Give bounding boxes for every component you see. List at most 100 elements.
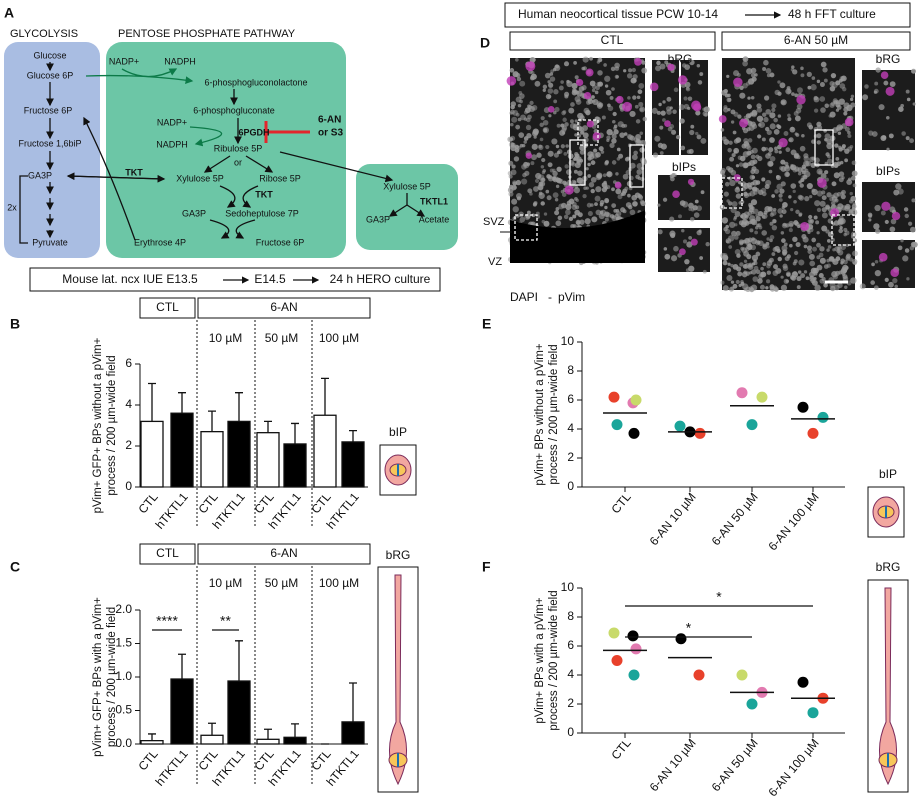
micrograph xyxy=(862,70,915,150)
nucleus xyxy=(740,213,747,220)
nucleus xyxy=(631,67,636,73)
nucleus xyxy=(819,96,826,102)
nucleus xyxy=(794,93,799,98)
nucleus xyxy=(816,121,822,127)
nucleus xyxy=(803,244,808,249)
nucleus xyxy=(830,285,836,292)
nucleus xyxy=(556,166,562,172)
error-bar xyxy=(349,429,357,442)
nucleus xyxy=(808,214,813,220)
inset-label: bIPs xyxy=(672,160,696,174)
nucleus xyxy=(723,138,730,145)
zone-label: VZ xyxy=(488,256,502,268)
nucleus xyxy=(726,74,730,78)
nucleus xyxy=(540,165,545,169)
nucleus xyxy=(526,162,531,167)
bar xyxy=(313,414,337,488)
nucleus xyxy=(616,147,621,152)
micrograph xyxy=(658,175,710,220)
nucleus xyxy=(767,151,772,156)
diagram-text: Fructose 6P xyxy=(256,237,305,247)
nucleus xyxy=(528,105,535,112)
pvim-cell xyxy=(796,95,806,105)
diagram-text: Pyruvate xyxy=(32,237,68,247)
nucleus xyxy=(736,253,741,258)
nucleus xyxy=(622,188,628,194)
nucleus xyxy=(826,238,831,243)
nucleus xyxy=(687,106,691,110)
inset-label: bIPs xyxy=(876,164,900,178)
nucleus xyxy=(874,204,881,212)
nucleus xyxy=(679,200,686,206)
nucleus xyxy=(874,285,879,291)
dot xyxy=(630,394,642,406)
nucleus xyxy=(639,131,644,135)
x-tick-label: 6-AN 10 µM xyxy=(647,736,699,794)
nucleus xyxy=(632,201,638,207)
nucleus xyxy=(526,132,532,139)
nucleus xyxy=(743,259,748,263)
nucleus xyxy=(743,287,748,292)
nucleus xyxy=(824,138,828,142)
nucleus xyxy=(796,285,801,290)
error-bar xyxy=(148,733,156,741)
nucleus xyxy=(672,173,677,178)
group-box xyxy=(139,543,196,565)
nucleus xyxy=(751,269,757,275)
x-tick-label: 6-AN 50 µM xyxy=(709,736,761,794)
nucleus xyxy=(840,191,844,195)
dot xyxy=(630,643,642,655)
nucleus xyxy=(725,224,729,229)
nucleus xyxy=(777,208,784,214)
nucleus xyxy=(731,152,736,158)
diagram-text: NADPH xyxy=(156,139,188,149)
nucleus xyxy=(752,179,759,186)
nucleus xyxy=(559,130,565,136)
nucleus xyxy=(551,138,558,145)
nucleus xyxy=(904,248,910,253)
error-bar xyxy=(349,682,357,722)
nucleus xyxy=(631,154,638,161)
imaging-header: Human neocortical tissue PCW 10-14 xyxy=(518,7,718,21)
nucleus xyxy=(888,281,894,288)
nucleus xyxy=(788,195,792,199)
nucleus xyxy=(525,124,532,131)
nucleus xyxy=(835,156,840,161)
nucleus xyxy=(574,75,579,80)
nucleus xyxy=(688,265,695,272)
diagram-text: Ribulose 5P xyxy=(214,143,263,153)
nucleus xyxy=(669,230,676,237)
nucleus xyxy=(799,183,804,188)
nucleus xyxy=(804,195,810,202)
nucleus xyxy=(820,107,826,113)
nucleus xyxy=(606,129,613,136)
nucleus xyxy=(590,177,597,183)
nucleus xyxy=(777,80,781,84)
nucleus xyxy=(752,276,759,282)
nucleus xyxy=(797,194,803,200)
nucleus xyxy=(813,95,818,101)
nucleus xyxy=(591,88,596,93)
nucleus xyxy=(848,257,853,262)
panel-label: F xyxy=(482,559,491,575)
cartoon-frame xyxy=(867,486,905,538)
nucleus xyxy=(558,85,564,91)
protocol-box xyxy=(29,267,441,292)
nucleus xyxy=(785,271,791,277)
nucleus xyxy=(595,186,602,193)
bar xyxy=(341,441,365,488)
y-tick-label: 4 xyxy=(567,421,574,435)
bar xyxy=(256,432,280,488)
nucleus xyxy=(614,213,619,218)
nucleus xyxy=(755,269,761,275)
nucleus xyxy=(901,131,906,136)
nucleus xyxy=(790,207,794,212)
diagram-text: 6-phosphogluconate xyxy=(193,105,275,115)
error-bar xyxy=(291,723,299,738)
panel-label: B xyxy=(10,316,20,332)
nucleus xyxy=(810,267,817,274)
nucleus xyxy=(852,183,857,188)
nucleus xyxy=(666,96,672,102)
nucleus xyxy=(875,228,881,234)
nucleus xyxy=(795,107,802,114)
